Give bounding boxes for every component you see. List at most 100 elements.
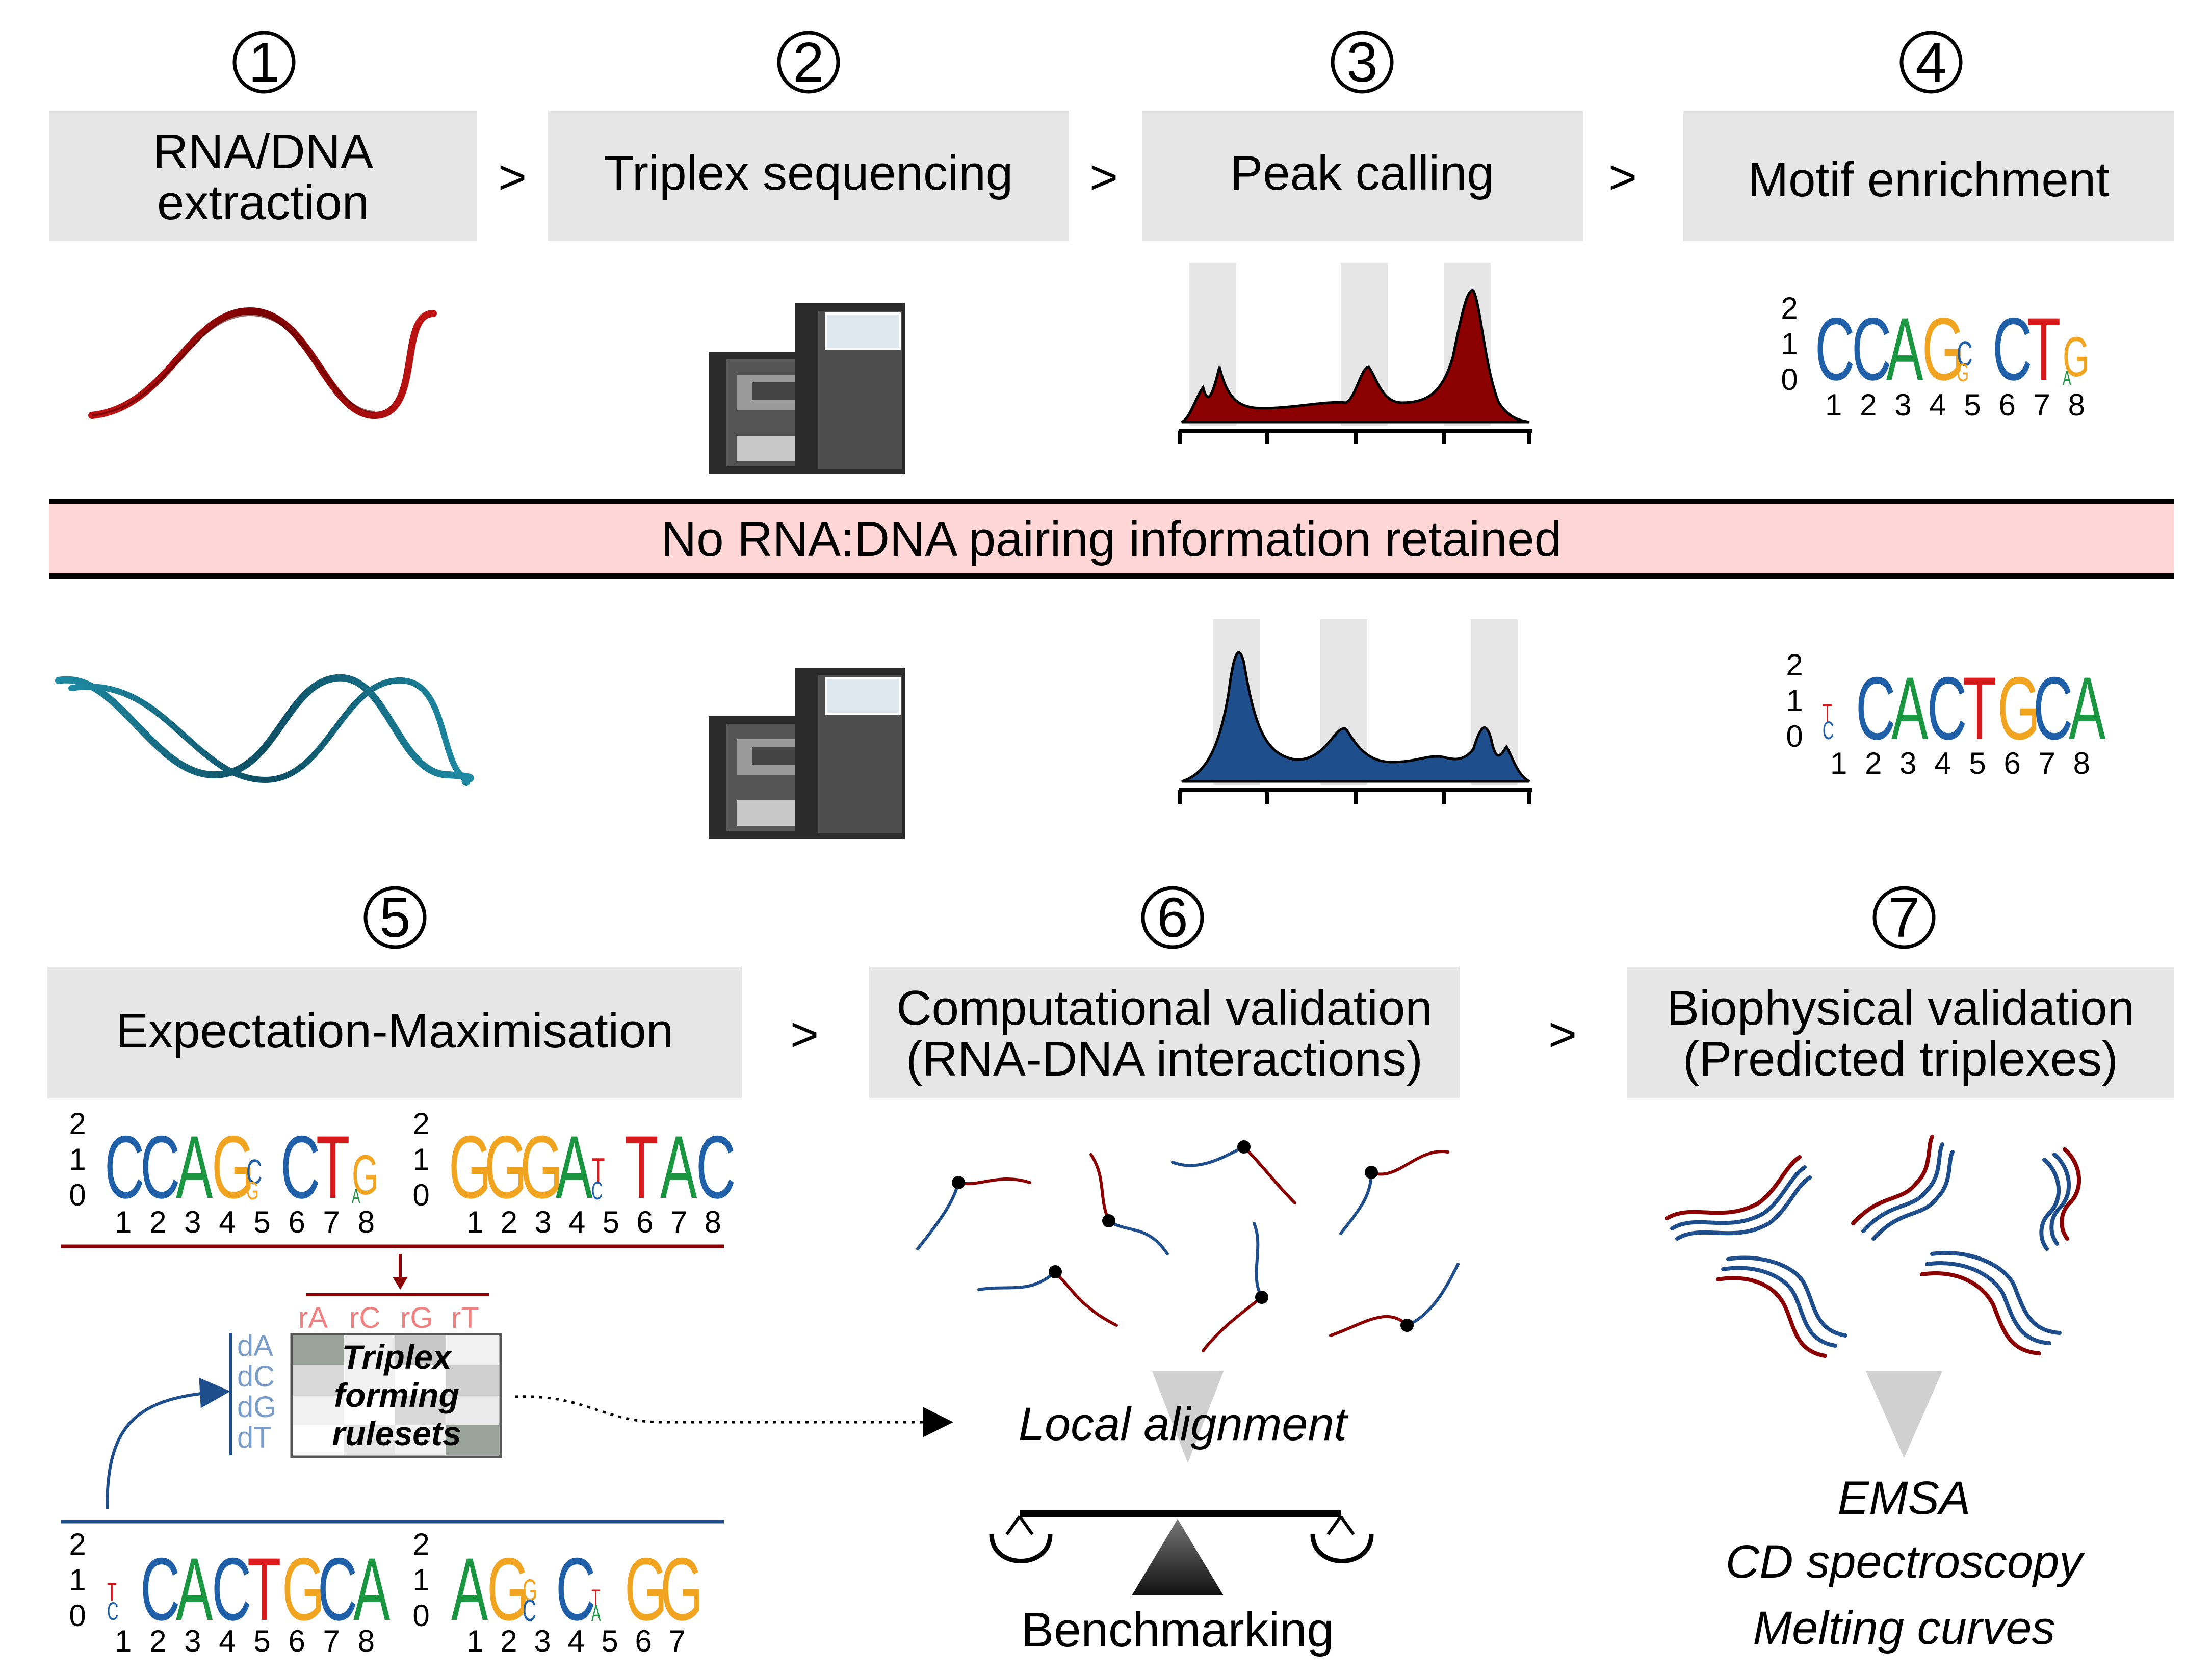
svg-text:C: C (696, 1117, 736, 1217)
svg-text:1: 1 (248, 31, 279, 94)
svg-text:5: 5 (379, 886, 410, 949)
step-1-box: RNA/DNA extraction (49, 111, 477, 241)
svg-text:Expectation-Maximisation: Expectation-Maximisation (116, 1004, 673, 1058)
svg-text:2: 2 (1781, 291, 1798, 325)
arrow-1-2: > (498, 150, 527, 204)
svg-text:A: A (591, 1600, 601, 1626)
svg-text:Triplex sequencing: Triplex sequencing (604, 146, 1013, 200)
svg-text:A: A (176, 1117, 213, 1217)
svg-text:G: G (1957, 358, 1969, 386)
svg-text:A: A (1891, 658, 1928, 758)
svg-text:G: G (624, 1539, 667, 1639)
svg-text:0: 0 (412, 1178, 429, 1212)
svg-text:dC: dC (237, 1360, 275, 1393)
blue-curved-arrow (106, 1377, 230, 1509)
step-7-number: 7 (1872, 886, 1936, 949)
svg-text:A: A (1886, 299, 1923, 399)
svg-text:2: 2 (412, 1107, 429, 1141)
ruleset-matrix: rA rC rG rT dA dC dG dT Triplex forming … (229, 1301, 502, 1458)
svg-text:G: G (660, 1539, 703, 1639)
svg-text:Biophysical validation: Biophysical validation (1667, 981, 2135, 1035)
svg-text:C: C (1856, 658, 1895, 758)
svg-text:2: 2 (69, 1527, 86, 1561)
svg-text:0: 0 (1781, 362, 1798, 397)
svg-text:forming: forming (334, 1376, 459, 1414)
svg-text:1 2 3 4 5 6 7: 1 2 3 4 5 6 7 (466, 1624, 686, 1658)
peak-plot-top (1178, 263, 1532, 444)
svg-text:1 2 3 4 5 6 7 8: 1 2 3 4 5 6 7 8 (1825, 388, 2085, 422)
step-4-box: Motif enrichment (1683, 111, 2174, 241)
svg-text:2: 2 (793, 31, 824, 94)
svg-text:1 2 3 4 5 6 7 8: 1 2 3 4 5 6 7 8 (466, 1205, 721, 1239)
svg-text:rulesets: rulesets (332, 1415, 461, 1452)
em-logo-d: 2 1 0 A G G C C T A G G 1 2 3 4 5 6 7 (412, 1527, 703, 1658)
step-2-box: Triplex sequencing (548, 111, 1069, 241)
svg-text:C: C (523, 1593, 536, 1628)
step-2-number: 2 (777, 31, 840, 94)
svg-text:1: 1 (1786, 684, 1803, 718)
svg-text:7: 7 (1888, 886, 1919, 949)
svg-text:C: C (1823, 716, 1834, 744)
svg-text:C: C (1957, 334, 1972, 374)
svg-text:Motif enrichment: Motif enrichment (1748, 152, 2110, 207)
arrow-2-3: > (1089, 150, 1118, 204)
svg-text:A: A (353, 1539, 390, 1639)
svg-text:1: 1 (412, 1142, 429, 1176)
step-7-box: Biophysical validation (Predicted triple… (1627, 967, 2174, 1098)
arrow-6-7: > (1548, 1007, 1577, 1062)
svg-text:rT: rT (451, 1301, 479, 1334)
step-5-box: Expectation-Maximisation (47, 967, 742, 1098)
svg-text:rA: rA (298, 1301, 328, 1334)
svg-text:T: T (316, 1117, 350, 1217)
step-6-box: Computational validation (RNA-DNA intera… (869, 967, 1460, 1098)
svg-text:G: G (523, 1573, 537, 1607)
arrow-3-4: > (1608, 150, 1637, 204)
svg-text:0: 0 (69, 1599, 86, 1633)
svg-text:0: 0 (412, 1599, 429, 1633)
svg-text:C: C (318, 1539, 357, 1639)
down-arrow-biophysical (1866, 1371, 1942, 1458)
svg-text:No RNA:DNA pairing information: No RNA:DNA pairing information retained (661, 512, 1562, 566)
svg-text:extraction: extraction (157, 175, 369, 230)
sequencer-icon-2 (709, 668, 905, 839)
svg-text:1 2 3 4 5 6 7 8: 1 2 3 4 5 6 7 8 (1830, 746, 2090, 780)
svg-text:RNA/DNA: RNA/DNA (153, 124, 373, 179)
benchmarking-label: Benchmarking (1021, 1603, 1334, 1657)
svg-text:C: C (246, 1152, 262, 1192)
down-arrow-alignment (1152, 1371, 1224, 1463)
svg-text:C: C (107, 1596, 118, 1625)
svg-text:C: C (140, 1117, 180, 1217)
motif-logo-bottom: 2 1 0 T C C A C T G C A 1 2 3 4 5 6 7 8 (1786, 648, 2105, 780)
svg-text:G: G (449, 1117, 491, 1217)
red-arrow-head (393, 1277, 408, 1290)
step-1-number: 1 (232, 31, 296, 94)
svg-text:A: A (451, 1539, 488, 1639)
svg-text:C: C (1927, 658, 1967, 758)
rna-ribbon-icon (88, 307, 437, 420)
svg-text:A: A (2063, 367, 2071, 389)
banner: No RNA:DNA pairing information retained (49, 499, 2174, 579)
svg-text:rC: rC (349, 1301, 380, 1334)
svg-text:1: 1 (69, 1142, 86, 1176)
svg-text:3: 3 (1346, 31, 1377, 94)
svg-text:0: 0 (1786, 719, 1803, 753)
svg-text:(Predicted triplexes): (Predicted triplexes) (1683, 1032, 2118, 1086)
step-3-number: 3 (1331, 31, 1394, 94)
svg-text:T: T (591, 1585, 600, 1610)
svg-text:T: T (247, 1539, 281, 1639)
em-logo-a: 2 1 0 C C A G C G C T G A 1 2 3 4 5 6 7 … (69, 1107, 379, 1239)
svg-text:1 2 3 4 5 6 7 8: 1 2 3 4 5 6 7 8 (115, 1205, 375, 1239)
svg-text:Computational validation: Computational validation (896, 981, 1432, 1035)
svg-text:T: T (2027, 299, 2061, 399)
svg-text:T: T (624, 1117, 658, 1217)
svg-text:Triplex: Triplex (342, 1338, 453, 1376)
svg-text:G: G (246, 1176, 258, 1204)
step-4-number: 4 (1899, 31, 1963, 94)
svg-text:4: 4 (1915, 31, 1946, 94)
svg-text:C: C (105, 1117, 144, 1217)
svg-text:G: G (352, 1144, 379, 1207)
emsa-label: EMSA (1838, 1472, 1971, 1524)
svg-text:1: 1 (69, 1563, 86, 1597)
svg-text:A: A (660, 1117, 697, 1217)
